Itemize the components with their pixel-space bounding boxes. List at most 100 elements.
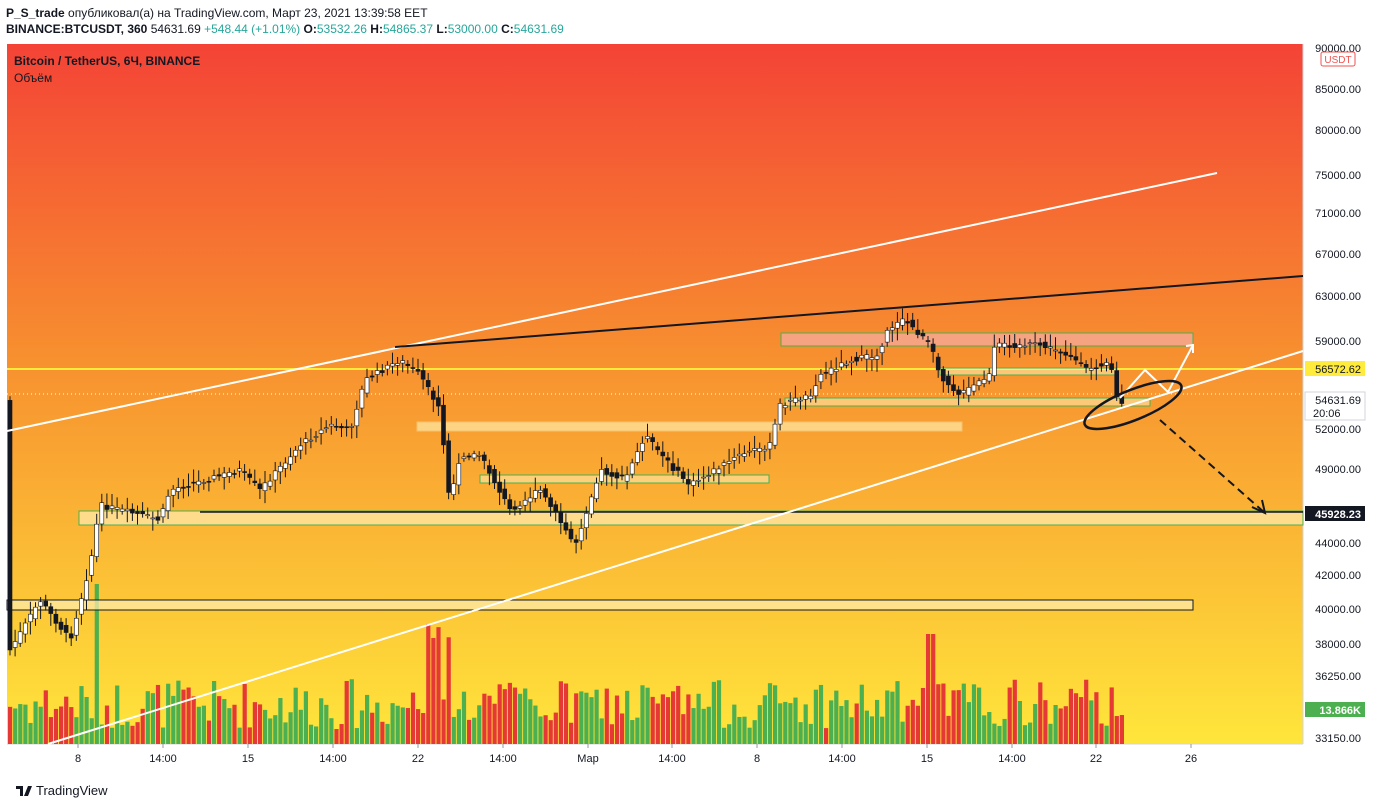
candle-up bbox=[859, 355, 865, 359]
candle-down bbox=[247, 473, 252, 478]
volume-bar-up bbox=[997, 725, 1002, 744]
candle-up bbox=[1104, 362, 1109, 366]
candle-up bbox=[787, 399, 793, 402]
volume-bar-down bbox=[206, 720, 212, 744]
candle-up bbox=[38, 601, 43, 607]
candle-up bbox=[736, 453, 742, 457]
volume-bar-up bbox=[84, 696, 89, 744]
candle-down bbox=[487, 465, 492, 474]
zone-40000 bbox=[6, 599, 1194, 611]
candle-up bbox=[349, 426, 355, 428]
candle-up bbox=[364, 377, 370, 394]
volume-bar-down bbox=[487, 695, 492, 744]
candle-down bbox=[854, 356, 859, 362]
tradingview-logo-icon bbox=[16, 785, 32, 796]
currency-badge bbox=[1320, 51, 1356, 67]
candle-up bbox=[879, 346, 885, 353]
volume-bar-down bbox=[660, 694, 665, 744]
volume-bar-down bbox=[64, 696, 69, 744]
volume-bar-up bbox=[880, 716, 885, 744]
price-label-box bbox=[1305, 702, 1365, 717]
volume-bar-up bbox=[161, 727, 166, 744]
volume-bar-down bbox=[431, 637, 436, 744]
y-tick-label: 80000.00 bbox=[1315, 125, 1361, 137]
candle-down bbox=[951, 384, 956, 391]
volume-bar-up bbox=[869, 716, 875, 744]
candle-down bbox=[619, 474, 625, 477]
candle-up bbox=[599, 469, 604, 482]
volume-bar-up bbox=[23, 704, 28, 744]
chart-legend-title[interactable]: Bitcoin / TetherUS, 6Ч, BINANCE bbox=[14, 54, 201, 68]
volume-bar-up bbox=[701, 708, 706, 744]
y-tick-label: 63000.00 bbox=[1315, 291, 1361, 303]
price-label-text: 56572.62 bbox=[1315, 364, 1361, 376]
candle-down bbox=[1099, 363, 1104, 367]
volume-bar-up bbox=[314, 726, 319, 744]
y-tick-label: 49000.00 bbox=[1315, 464, 1361, 476]
candle-down bbox=[512, 506, 518, 510]
candle-down bbox=[339, 426, 344, 429]
zone-48500 bbox=[479, 474, 770, 484]
candle-down bbox=[614, 472, 620, 479]
volume-bar-up bbox=[757, 705, 762, 744]
footer-brand[interactable]: TradingView bbox=[16, 783, 108, 798]
volume-bar-up bbox=[38, 706, 43, 744]
candle-up bbox=[170, 488, 176, 496]
volume-bar-down bbox=[1099, 723, 1104, 744]
candle-up bbox=[716, 468, 722, 474]
volume-bar-up bbox=[110, 727, 115, 744]
header-line-2: BINANCE:BTCUSDT, 360 54631.69 +548.44 (+… bbox=[6, 22, 564, 37]
y-tick-label: 71000.00 bbox=[1315, 208, 1361, 220]
volume-bar-down bbox=[905, 705, 910, 744]
volume-bar-down bbox=[604, 688, 609, 744]
candle-down bbox=[58, 621, 64, 630]
candle-down bbox=[940, 369, 946, 382]
volume-bar-down bbox=[1119, 714, 1124, 744]
volume-bar-down bbox=[936, 684, 941, 744]
volume-bar-up bbox=[635, 717, 640, 744]
price-label-box bbox=[1304, 391, 1366, 421]
volume-bar-down bbox=[1079, 697, 1084, 744]
author-name[interactable]: P_S_trade bbox=[6, 6, 65, 20]
candle-up bbox=[390, 363, 395, 367]
candle-up bbox=[318, 429, 324, 434]
volume-bar-down bbox=[512, 687, 518, 744]
candle-down bbox=[558, 511, 564, 524]
candle-up bbox=[456, 463, 462, 486]
volume-bar-down bbox=[931, 634, 936, 744]
candle-up bbox=[991, 346, 997, 376]
candle-up bbox=[165, 495, 171, 511]
volume-bar-up bbox=[13, 708, 18, 744]
volume-bar-up bbox=[451, 716, 456, 744]
candle-down bbox=[915, 329, 921, 335]
volume-bar-down bbox=[1073, 693, 1079, 744]
candle-up bbox=[798, 399, 803, 402]
candle-up bbox=[1048, 346, 1053, 349]
candle-up bbox=[1017, 344, 1023, 348]
candle-up bbox=[589, 496, 594, 515]
volume-bar-up bbox=[966, 702, 971, 744]
volume-bar-up bbox=[308, 724, 314, 744]
volume-bar-down bbox=[252, 702, 257, 744]
x-tick-label: Мар bbox=[577, 753, 599, 765]
candle-up bbox=[17, 631, 23, 644]
candle-up bbox=[849, 360, 854, 363]
volume-bar-up bbox=[834, 690, 839, 744]
volume-bar-up bbox=[268, 718, 273, 744]
candle-down bbox=[410, 367, 416, 369]
volume-bar-down bbox=[614, 695, 620, 744]
volume-bar-down bbox=[681, 714, 686, 744]
volume-legend[interactable]: Объём bbox=[14, 71, 53, 85]
volume-bar-down bbox=[1043, 700, 1048, 744]
volume-bar-up bbox=[767, 683, 773, 744]
volume-bar-up bbox=[166, 683, 171, 744]
candle-up bbox=[374, 370, 380, 375]
candle-down bbox=[670, 463, 676, 471]
candle-down bbox=[497, 481, 502, 493]
candle-up bbox=[1088, 368, 1094, 371]
candle-up bbox=[84, 580, 89, 601]
candle-up bbox=[293, 449, 298, 457]
volume-bar-up bbox=[716, 680, 722, 744]
volume-bar-down bbox=[482, 693, 487, 744]
